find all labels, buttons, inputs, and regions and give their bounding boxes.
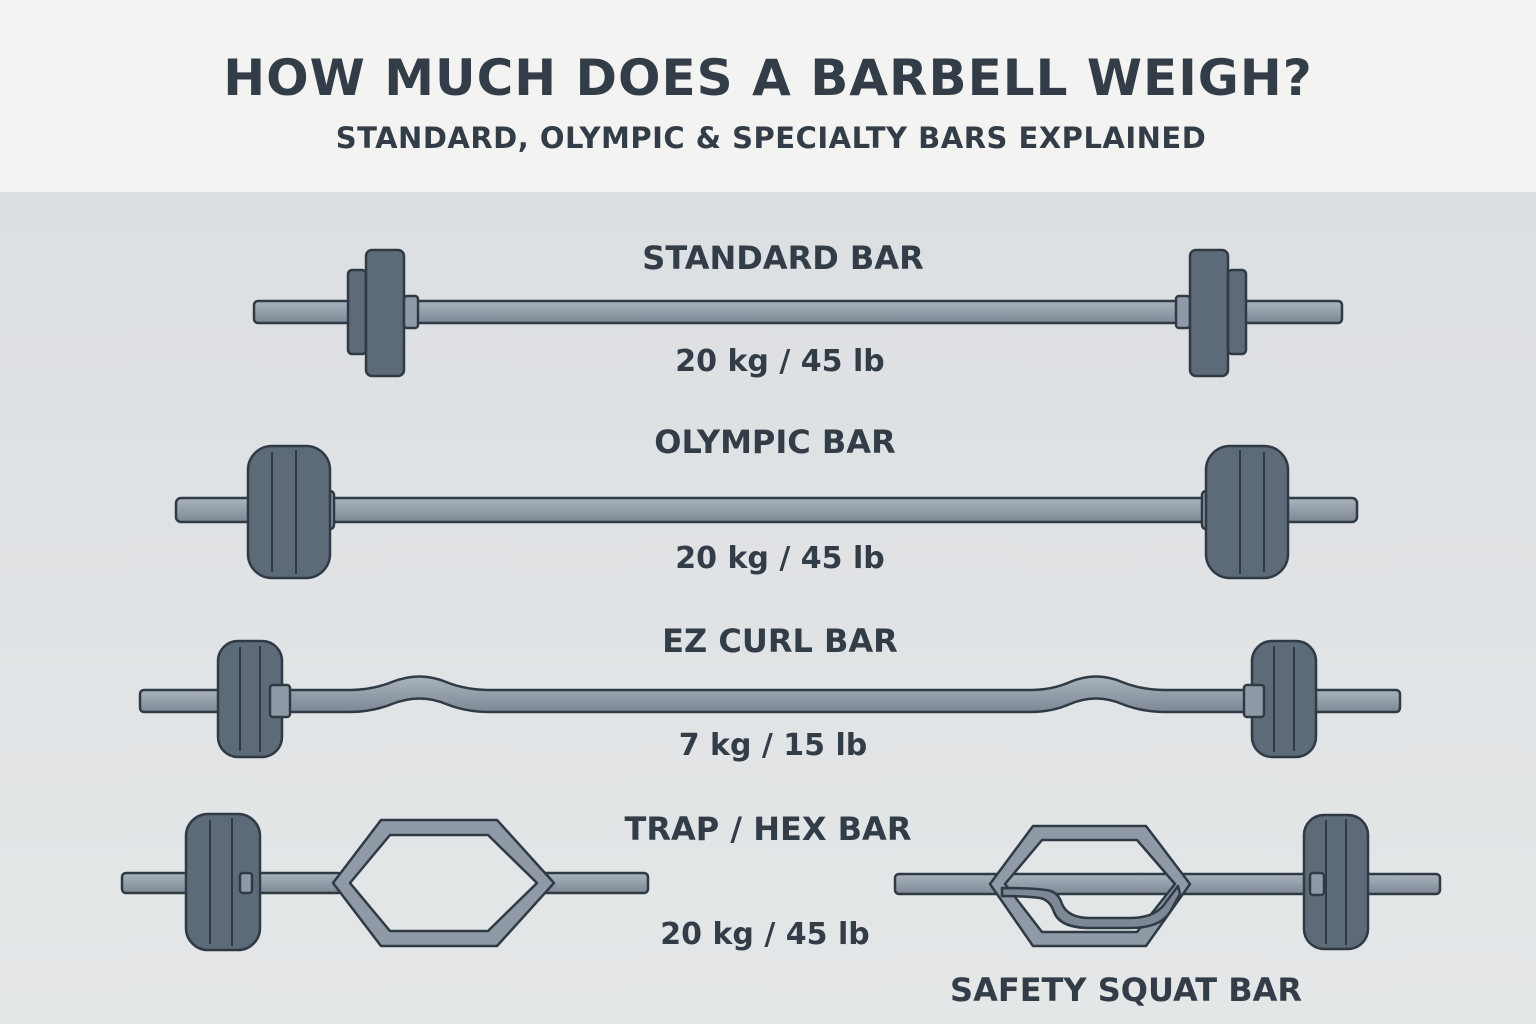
olympic-bar-illustration	[174, 444, 1359, 580]
trap-hex-bar-name: TRAP / HEX BAR	[624, 810, 912, 848]
plate-icon	[1302, 813, 1370, 951]
plate-icon	[1204, 444, 1290, 580]
plate-icon	[1174, 248, 1248, 378]
plate-icon	[216, 639, 284, 759]
page-subtitle: STANDARD, OLYMPIC & SPECIALTY BARS EXPLA…	[335, 121, 1207, 155]
trap-hex-bar-illustration	[120, 812, 650, 952]
safety-squat-bar-illustration	[893, 813, 1442, 951]
page-title: HOW MUCH DOES A BARBELL WEIGH?	[223, 49, 1313, 107]
standard-bar-illustration	[252, 248, 1344, 378]
trap-hex-bar-weight: 20 kg / 45 lb	[660, 917, 870, 952]
plate-icon	[246, 444, 332, 580]
standard-bar-name: STANDARD BAR	[642, 239, 924, 277]
ez-curl-bar-weight: 7 kg / 15 lb	[678, 728, 868, 763]
header: HOW MUCH DOES A BARBELL WEIGH? STANDARD,…	[0, 0, 1536, 192]
safety-squat-bar-name: SAFETY SQUAT BAR	[950, 971, 1302, 1009]
olympic-bar-name: OLYMPIC BAR	[654, 423, 896, 461]
ez-curl-bar-name: EZ CURL BAR	[662, 622, 898, 660]
ez-curl-bar-illustration	[138, 639, 1402, 759]
plate-icon	[346, 248, 420, 378]
plate-icon	[184, 812, 262, 952]
olympic-bar-weight: 20 kg / 45 lb	[675, 541, 885, 576]
standard-bar-weight: 20 kg / 45 lb	[675, 344, 885, 379]
